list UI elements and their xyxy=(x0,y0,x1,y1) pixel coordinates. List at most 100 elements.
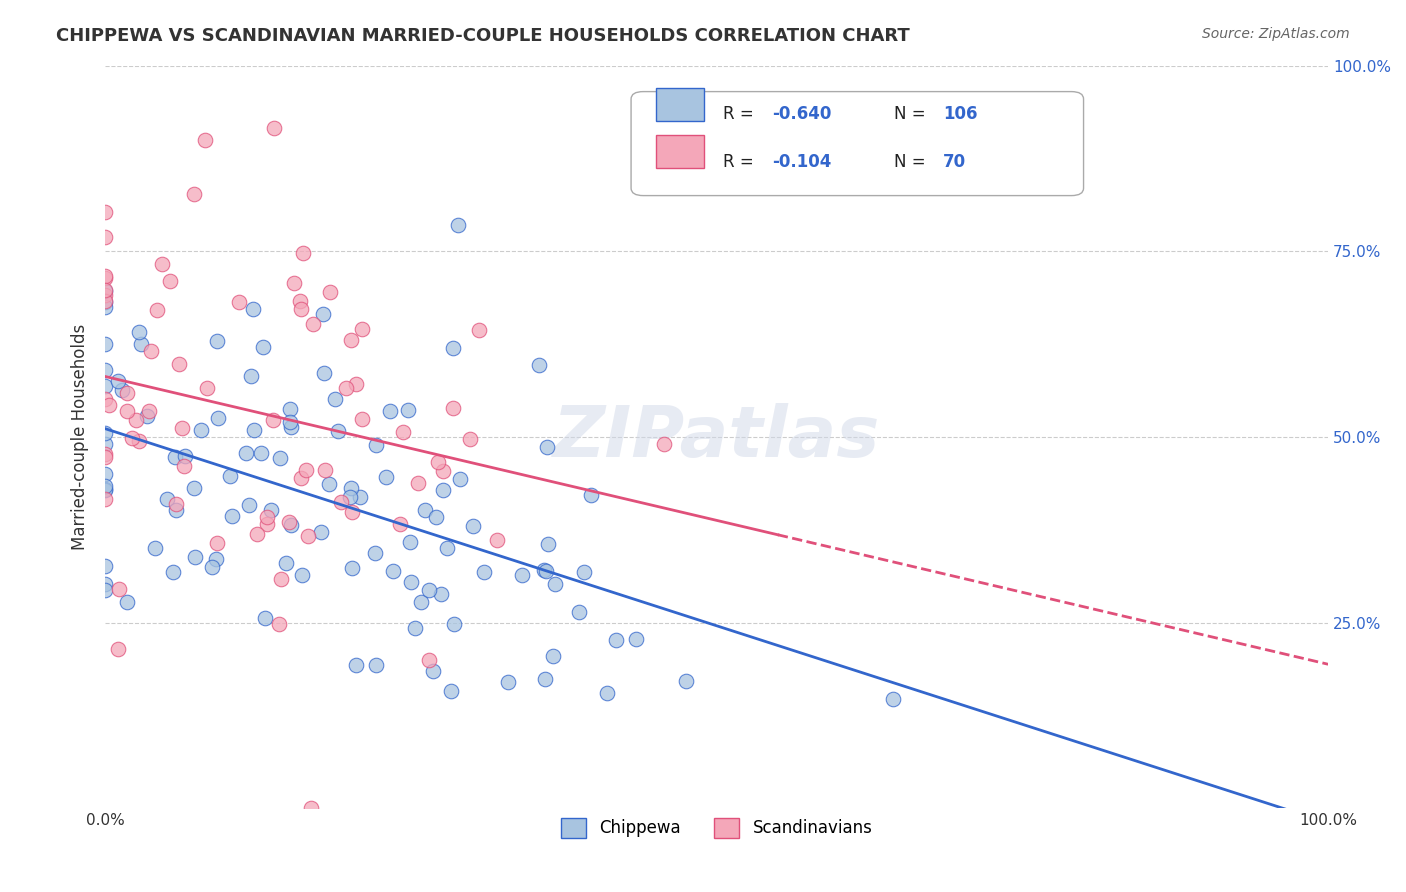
Point xyxy=(128,434,150,448)
Point xyxy=(312,307,335,321)
Point xyxy=(441,401,464,415)
Point xyxy=(263,120,285,135)
Point xyxy=(314,463,336,477)
Point xyxy=(94,271,117,285)
Point xyxy=(291,568,314,582)
Point xyxy=(378,404,401,418)
Point xyxy=(302,317,325,331)
Point xyxy=(138,404,160,418)
Point xyxy=(318,477,340,491)
Point xyxy=(299,801,322,815)
Point xyxy=(425,510,447,524)
Point xyxy=(409,595,432,609)
FancyBboxPatch shape xyxy=(655,135,704,168)
Point xyxy=(352,411,374,425)
Point xyxy=(94,491,117,506)
Point xyxy=(319,285,342,300)
Point xyxy=(401,575,423,590)
Point xyxy=(269,450,291,465)
Point xyxy=(290,471,312,485)
Point xyxy=(404,621,426,635)
Legend: Chippewa, Scandinavians: Chippewa, Scandinavians xyxy=(554,811,879,845)
Point xyxy=(278,515,301,529)
Point xyxy=(536,440,558,454)
Point xyxy=(121,431,143,445)
Point xyxy=(146,302,169,317)
Point xyxy=(449,472,471,486)
Point xyxy=(256,517,278,532)
FancyBboxPatch shape xyxy=(655,88,704,121)
Point xyxy=(162,566,184,580)
Point xyxy=(446,218,468,232)
Point xyxy=(262,413,284,427)
Point xyxy=(418,653,440,667)
Point xyxy=(107,642,129,657)
Point xyxy=(183,187,205,202)
Point xyxy=(246,526,269,541)
Point xyxy=(364,438,387,452)
Text: Source: ZipAtlas.com: Source: ZipAtlas.com xyxy=(1202,27,1350,41)
Point xyxy=(94,447,117,461)
Point xyxy=(125,413,148,427)
Point xyxy=(166,502,188,516)
Point xyxy=(242,301,264,316)
Point xyxy=(544,577,567,591)
Point xyxy=(579,487,602,501)
Text: N =: N = xyxy=(894,105,931,123)
Point xyxy=(183,549,205,564)
Point xyxy=(150,257,173,271)
Point xyxy=(167,357,190,371)
Point xyxy=(94,479,117,493)
Point xyxy=(340,333,363,347)
Point xyxy=(240,369,263,384)
Point xyxy=(463,518,485,533)
Point xyxy=(294,463,316,477)
Point xyxy=(260,502,283,516)
Point xyxy=(238,499,260,513)
Point xyxy=(159,274,181,288)
Point xyxy=(340,560,363,574)
Point xyxy=(250,445,273,459)
Point xyxy=(440,683,463,698)
Point xyxy=(430,587,453,601)
Point xyxy=(94,294,117,309)
Point xyxy=(288,293,311,308)
Point xyxy=(486,533,509,548)
Text: CHIPPEWA VS SCANDINAVIAN MARRIED-COUPLE HOUSEHOLDS CORRELATION CHART: CHIPPEWA VS SCANDINAVIAN MARRIED-COUPLE … xyxy=(56,27,910,45)
Point xyxy=(190,423,212,437)
Point xyxy=(254,611,277,625)
Point xyxy=(605,633,627,648)
Point xyxy=(98,398,121,412)
Point xyxy=(510,567,533,582)
Point xyxy=(541,648,564,663)
Text: -0.104: -0.104 xyxy=(772,153,831,171)
Point xyxy=(496,674,519,689)
Point xyxy=(94,558,117,573)
Point xyxy=(94,229,117,244)
Point xyxy=(468,323,491,337)
Point xyxy=(652,436,675,450)
Text: N =: N = xyxy=(894,153,931,171)
Point xyxy=(418,582,440,597)
Point xyxy=(108,582,131,596)
Point xyxy=(344,376,367,391)
Point xyxy=(94,582,117,597)
Point xyxy=(882,691,904,706)
Point xyxy=(94,482,117,496)
Point xyxy=(344,657,367,672)
Point xyxy=(349,490,371,504)
Point xyxy=(94,392,117,406)
Point xyxy=(436,541,458,555)
Point xyxy=(533,563,555,577)
Point xyxy=(94,285,117,299)
Point xyxy=(107,374,129,388)
Point xyxy=(173,458,195,473)
Point xyxy=(364,546,387,560)
Point xyxy=(129,337,152,351)
Point xyxy=(94,363,117,377)
Point xyxy=(568,605,591,619)
Point xyxy=(278,401,301,416)
Text: R =: R = xyxy=(723,153,759,171)
Point xyxy=(326,424,349,438)
Point xyxy=(339,491,361,505)
